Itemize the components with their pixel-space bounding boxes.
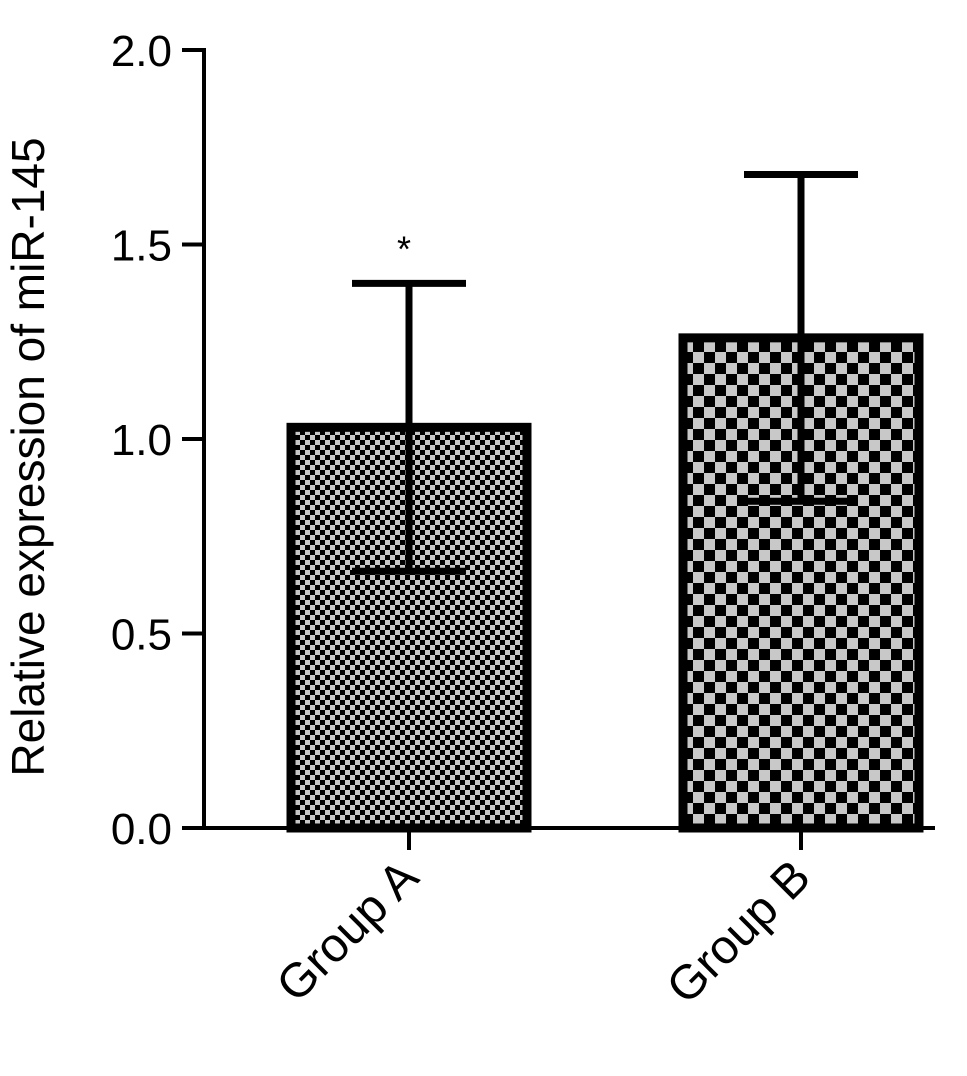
x-tick-label-1: Group A <box>267 850 429 1012</box>
y-axis-label: Relative expression of miR-145 <box>2 137 54 776</box>
y-tick-label-2: 0.5 <box>111 611 172 660</box>
significance-annotation-1: * <box>397 228 411 269</box>
y-tick-label-3: 1.0 <box>111 416 172 465</box>
y-tick-label-5: 2.0 <box>111 27 172 76</box>
y-tick-label-1: 0.0 <box>111 805 172 854</box>
y-tick-label-4: 1.5 <box>111 222 172 271</box>
x-tick-label-2: Group B <box>657 850 821 1014</box>
